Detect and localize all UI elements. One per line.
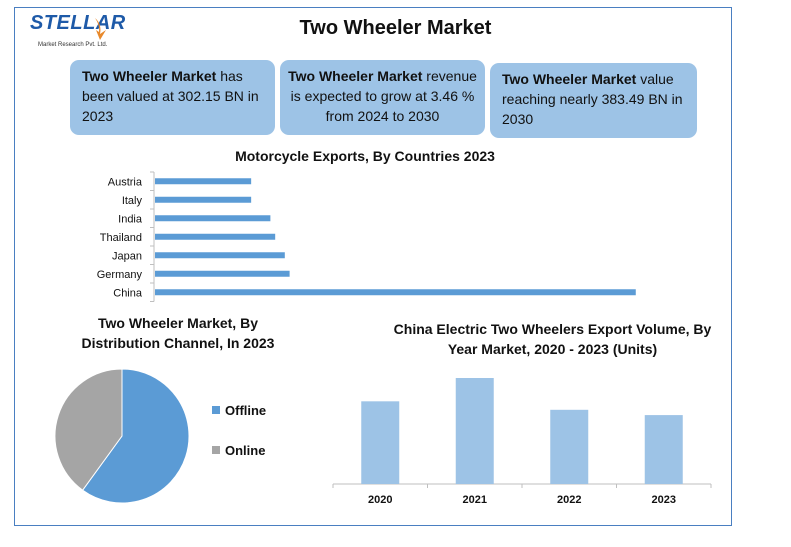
distribution-chart-title: Two Wheeler Market, By Distribution Chan…: [81, 315, 275, 351]
exports-chart-title: Motorcycle Exports, By Countries 2023: [235, 148, 495, 164]
exports-bar-italy: [155, 196, 252, 203]
exports-bar-austria: [155, 178, 252, 185]
info-box-forecast-text: value reaching nearly 383.49 BN in 2030: [502, 71, 683, 127]
logo-arrow-icon: [95, 18, 106, 40]
exports-label-india: India: [118, 213, 143, 225]
exports-label-austria: Austria: [108, 176, 143, 188]
ev-bar-2020: [361, 401, 400, 484]
legend-label-offline: Offline: [225, 403, 266, 418]
info-box-growth-bold: Two Wheeler Market: [288, 68, 423, 84]
exports-label-thailand: Thailand: [100, 232, 142, 244]
ev-bar-2021: [455, 378, 494, 484]
exports-bar-china: [155, 289, 636, 296]
ev-bar-2022: [550, 409, 589, 484]
stellar-logo: STELLAR Market Research Pvt. Ltd.: [30, 12, 125, 52]
ev-label-2022: 2022: [557, 494, 581, 506]
exports-label-china: China: [113, 287, 143, 299]
page-title: Two Wheeler Market: [299, 17, 492, 39]
info-box-valuation: Two Wheeler Market has been valued at 30…: [70, 60, 275, 135]
pie-slice-offline: [81, 368, 190, 504]
legend-label-online: Online: [225, 443, 265, 458]
ev-label-2020: 2020: [368, 494, 392, 506]
legend-swatch-online: [212, 446, 220, 454]
logo-tagline: Market Research Pvt. Ltd.: [38, 42, 108, 48]
info-box-forecast: Two Wheeler Market value reaching nearly…: [490, 63, 697, 138]
exports-bar-japan: [155, 252, 285, 259]
ev-label-2023: 2023: [652, 494, 676, 506]
exports-label-japan: Japan: [112, 250, 142, 262]
ev-label-2021: 2021: [463, 494, 487, 506]
exports-bar-india: [155, 215, 271, 222]
exports-bar-germany: [155, 270, 290, 277]
exports-bar-thailand: [155, 233, 276, 240]
info-box-valuation-text: has been valued at 302.15 BN in 2023: [82, 68, 259, 124]
info-box-valuation-bold: Two Wheeler Market: [82, 68, 217, 84]
info-box-growth-text: revenue is expected to grow at 3.46 % fr…: [290, 68, 477, 124]
exports-label-germany: Germany: [97, 269, 143, 281]
info-box-growth: Two Wheeler Market revenue is expected t…: [280, 60, 485, 135]
exports-label-italy: Italy: [122, 195, 143, 207]
info-box-forecast-bold: Two Wheeler Market: [502, 71, 637, 87]
logo-brand: STELLAR: [30, 12, 126, 34]
ev-bar-2023: [644, 415, 683, 484]
ev-export-chart-title: China Electric Two Wheelers Export Volum…: [393, 321, 712, 357]
legend-swatch-offline: [212, 406, 220, 414]
pie-slice-online: [54, 368, 123, 491]
